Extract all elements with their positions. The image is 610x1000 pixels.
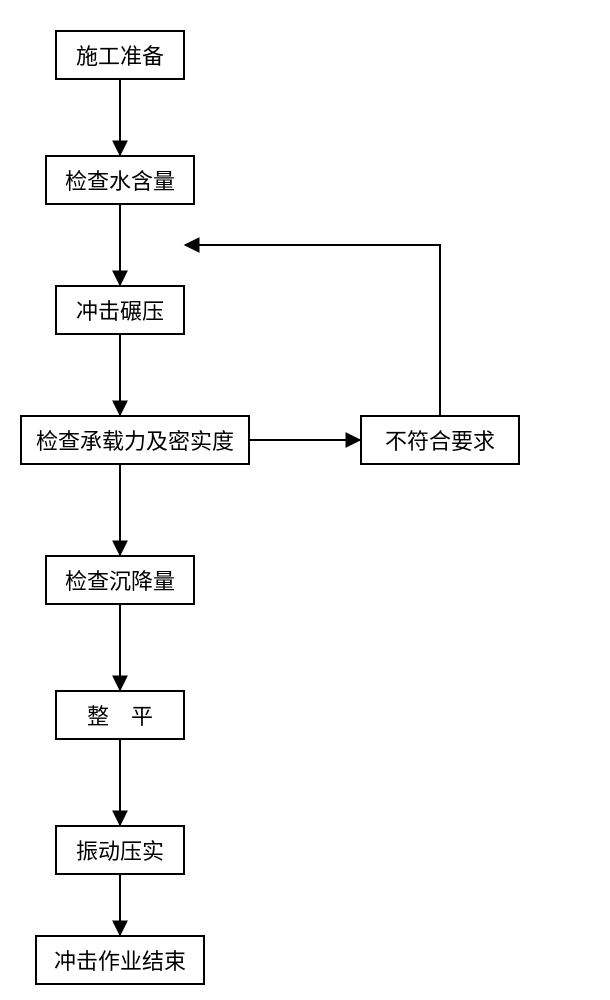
flow-node-label-right: 平 [131,699,153,731]
flow-node-label: 冲击作业结束 [54,944,186,976]
flow-node-n2: 检查水含量 [45,155,195,205]
flow-node-label: 检查水含量 [65,164,175,196]
flow-node-label: 施工准备 [76,39,164,71]
flow-node-n5: 不符合要求 [360,415,520,465]
flow-node-n8: 振动压实 [55,825,185,875]
flow-node-n3: 冲击碾压 [55,285,185,335]
flow-node-n7: 整平 [55,690,185,740]
flow-edge [185,245,440,415]
flow-node-label: 检查承载力及密实度 [36,424,234,456]
flow-node-n4: 检查承载力及密实度 [20,415,250,465]
flow-node-label: 冲击碾压 [76,294,164,326]
flow-node-label: 检查沉降量 [65,564,175,596]
flow-node-label-left: 整 [87,699,109,731]
flow-node-label: 不符合要求 [385,424,495,456]
flow-node-n6: 检查沉降量 [45,555,195,605]
flow-node-label: 振动压实 [76,834,164,866]
flow-node-n1: 施工准备 [55,30,185,80]
flow-node-n9: 冲击作业结束 [35,935,205,985]
